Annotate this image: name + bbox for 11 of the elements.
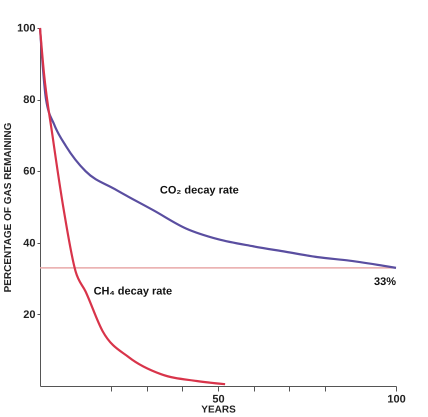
x-tick-label: 50 <box>212 394 225 406</box>
y-axis-title: PERCENTAGE OF GAS REMAINING <box>3 122 14 292</box>
y-tick-label: 20 <box>23 308 36 321</box>
ref-line-label: 33% <box>374 276 396 288</box>
y-tick-label: 80 <box>23 94 36 106</box>
y-tick-label: 100 <box>17 22 36 34</box>
y-tick-label: 40 <box>23 237 36 250</box>
series-label: CH₄ decay rate <box>94 285 172 298</box>
series-label: CO₂ decay rate <box>160 184 239 197</box>
y-tick-label: 60 <box>23 166 36 178</box>
x-axis-title: YEARS <box>201 404 236 416</box>
